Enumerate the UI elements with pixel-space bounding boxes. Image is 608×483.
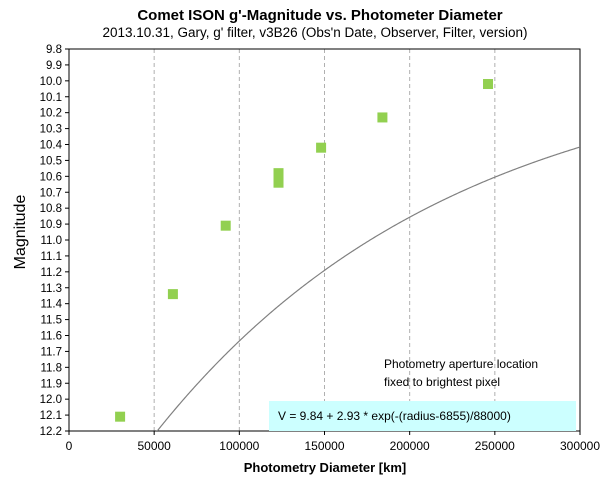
- y-tick-label: 10.6: [40, 171, 62, 183]
- y-tick-label: 11.8: [40, 362, 62, 374]
- fit-curve: [156, 146, 580, 431]
- y-tick-label: 10.9: [40, 219, 62, 231]
- y-tick-label: 10.0: [40, 76, 62, 88]
- y-tick-label: 12.2: [40, 426, 62, 438]
- x-tick-label: 100000: [219, 439, 259, 453]
- data-point: [316, 142, 327, 153]
- y-tick-label: 10.3: [40, 124, 62, 136]
- equation-label: V = 9.84 + 2.93 * exp(-(radius-6855)/880…: [278, 409, 511, 423]
- x-tick-label: 0: [66, 439, 73, 453]
- y-tick-label: 10.1: [40, 92, 62, 104]
- y-tick-label: 10.7: [40, 187, 62, 199]
- x-tick-label: 150000: [304, 439, 344, 453]
- y-tick-label: 10.4: [40, 140, 63, 152]
- y-tick-label: 11.7: [40, 346, 62, 358]
- y-tick-label: 11.6: [40, 331, 62, 343]
- chart-subtitle: 2013.10.31, Gary, g' filter, v3B26 (Obs'…: [102, 25, 528, 40]
- y-tick-label: 11.0: [40, 235, 62, 247]
- y-tick-label: 11.5: [40, 315, 62, 327]
- equation-box: [269, 401, 576, 431]
- y-tick-label: 11.1: [40, 251, 62, 263]
- y-tick-label: 11.2: [40, 267, 62, 279]
- y-tick-label: 10.8: [40, 203, 62, 215]
- x-tick-label: 50000: [137, 439, 171, 453]
- data-point: [273, 177, 284, 188]
- data-point: [377, 112, 388, 123]
- x-tick-label: 200000: [390, 439, 430, 453]
- data-point: [167, 289, 178, 300]
- y-axis-label: Magnitude: [12, 195, 29, 270]
- y-tick-label: 11.9: [40, 378, 62, 390]
- data-point: [220, 220, 231, 231]
- annotation-note-line2: fixed to brightest pixel: [384, 375, 500, 389]
- y-tick-label: 9.8: [46, 44, 62, 56]
- x-axis-label: Photometry Diameter [km]: [244, 460, 407, 475]
- data-point: [115, 411, 126, 422]
- y-tick-label: 10.5: [40, 155, 62, 167]
- y-tick-label: 12.1: [40, 410, 62, 422]
- data-point: [483, 79, 494, 90]
- y-tick-label: 11.3: [40, 283, 62, 295]
- data-point: [273, 168, 284, 179]
- y-tick-label: 9.9: [46, 60, 62, 72]
- chart-title: Comet ISON g'-Magnitude vs. Photometer D…: [137, 7, 503, 24]
- annotation-note-line1: Photometry aperture location: [384, 357, 538, 371]
- y-tick-label: 10.2: [40, 108, 62, 120]
- y-tick-label: 11.4: [40, 299, 62, 311]
- y-tick-label: 12.0: [40, 394, 62, 406]
- x-tick-label: 300000: [560, 439, 600, 453]
- x-tick-label: 250000: [475, 439, 515, 453]
